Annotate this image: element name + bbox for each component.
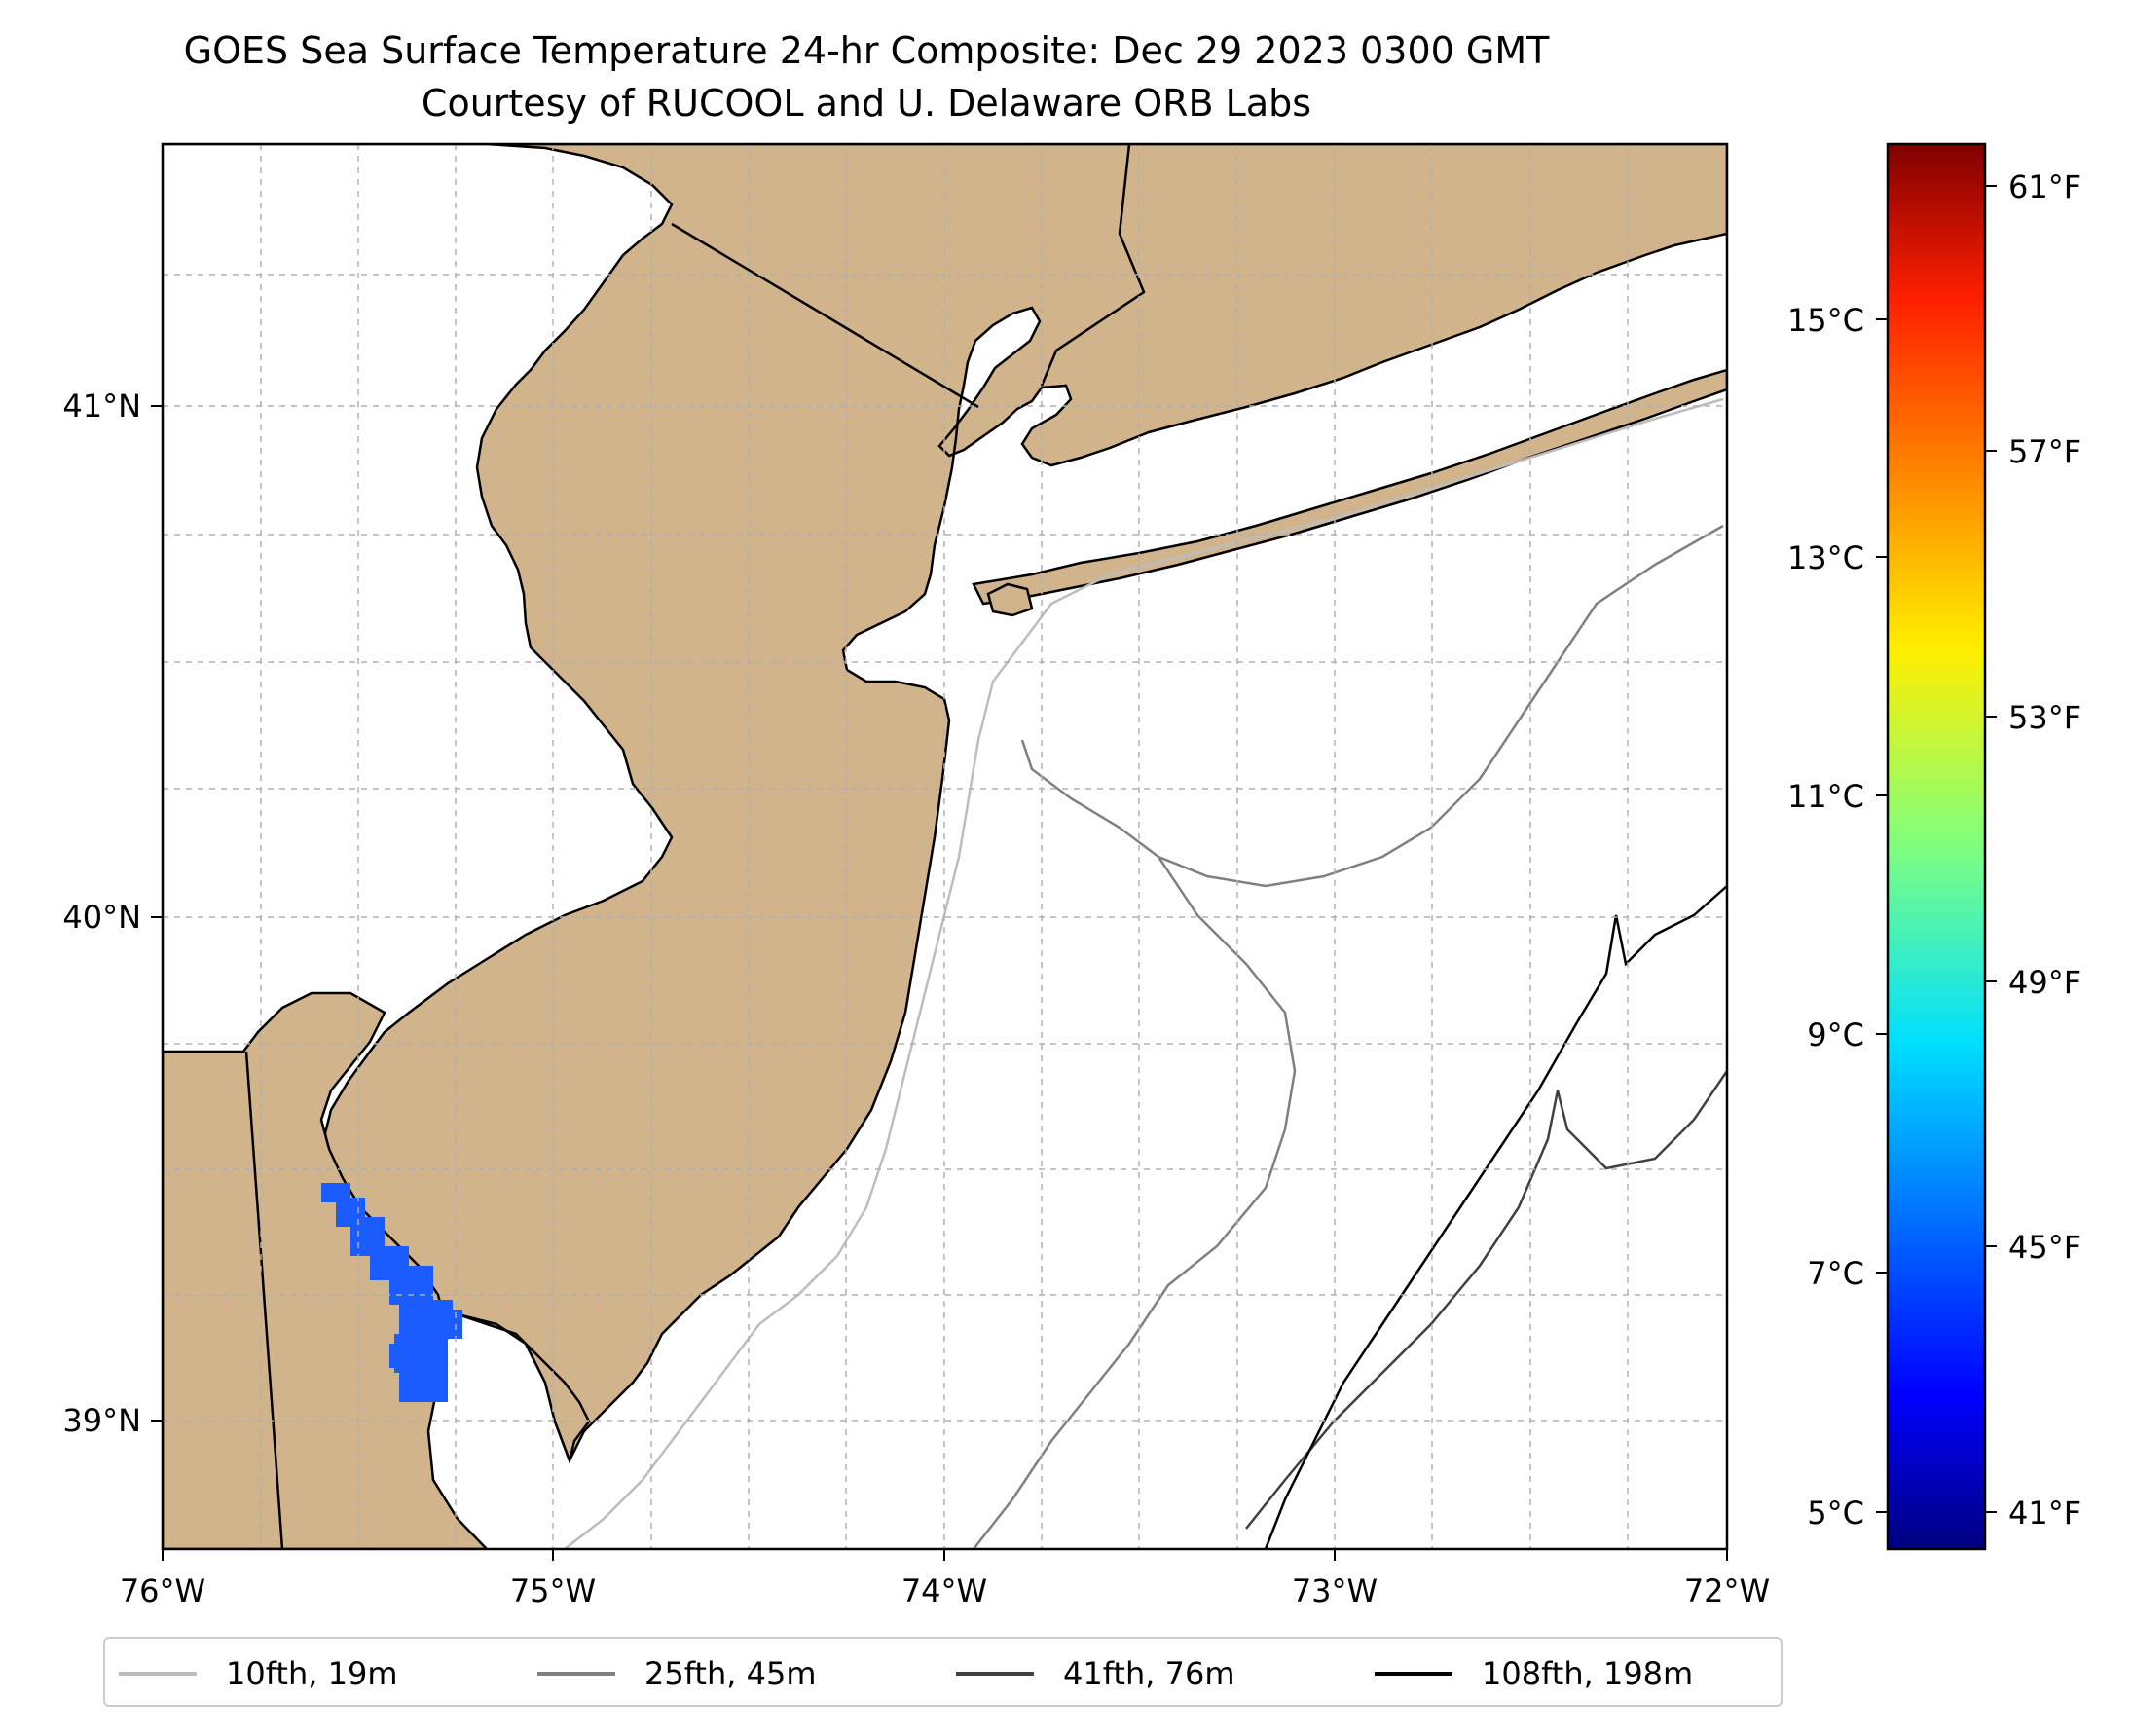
lon-label-76w: 76°W: [120, 1572, 205, 1609]
staten-island-land: [986, 582, 1034, 617]
colorbar-ticks: [1876, 185, 1997, 1513]
legend-swatch: [119, 1672, 197, 1676]
lon-label-73w: 73°W: [1292, 1572, 1378, 1609]
legend-item-41fth: 41fth, 76m: [956, 1639, 1234, 1709]
legend-item-25fth: 25fth, 45m: [537, 1639, 816, 1709]
lon-label-74w: 74°W: [901, 1572, 987, 1609]
cbar-c-15: 15°C: [1787, 302, 1864, 339]
contour-108fth: [1264, 885, 1727, 1549]
legend-swatch: [537, 1672, 615, 1676]
legend-label: 41fth, 76m: [1063, 1655, 1235, 1692]
cbar-f-53: 53°F: [2008, 699, 2081, 736]
colorbar: [1886, 142, 1987, 1551]
lon-label-72w: 72°W: [1684, 1572, 1770, 1609]
legend-swatch: [956, 1672, 1034, 1676]
legend-label: 10fth, 19m: [226, 1655, 398, 1692]
lon-label-75w: 75°W: [510, 1572, 596, 1609]
contour-41fth: [1245, 1070, 1727, 1530]
legend-label: 25fth, 45m: [644, 1655, 817, 1692]
long-island-land: [972, 368, 1727, 606]
delmarva-land: [163, 991, 489, 1549]
contour-legend: 10fth, 19m 25fth, 45m 41fth, 76m 108fth,…: [103, 1637, 1783, 1707]
legend-item-10fth: 10fth, 19m: [119, 1639, 397, 1709]
cbar-f-49: 49°F: [2008, 964, 2081, 1001]
graticule: [163, 144, 1727, 1549]
legend-label: 108fth, 198m: [1482, 1655, 1694, 1692]
cape-may-land: [457, 1312, 591, 1465]
cbar-f-57: 57°F: [2008, 433, 2081, 470]
cbar-c-9: 9°C: [1807, 1016, 1864, 1053]
sst-cells: [321, 1183, 462, 1402]
cbar-c-5: 5°C: [1807, 1495, 1864, 1532]
contour-10fth: [564, 397, 1724, 1549]
map-subtitle: Courtesy of RUCOOL and U. Delaware ORB L…: [421, 82, 1312, 125]
state-border: [244, 144, 1146, 1549]
lat-label-41n: 41°N: [62, 388, 141, 425]
lat-label-39n: 39°N: [62, 1402, 141, 1439]
cbar-c-13: 13°C: [1787, 539, 1864, 576]
contour-25fth: [973, 524, 1724, 1549]
cbar-c-7: 7°C: [1807, 1255, 1864, 1292]
cbar-f-45: 45°F: [2008, 1229, 2081, 1266]
legend-item-108fth: 108fth, 198m: [1375, 1639, 1693, 1709]
cbar-f-61: 61°F: [2008, 168, 2081, 205]
map-title: GOES Sea Surface Temperature 24-hr Compo…: [183, 29, 1550, 72]
cbar-f-41: 41°F: [2008, 1495, 2081, 1532]
legend-swatch: [1375, 1672, 1452, 1676]
lat-label-40n: 40°N: [62, 899, 141, 936]
cbar-c-11: 11°C: [1787, 778, 1864, 815]
axis-ticks: [151, 405, 1728, 1561]
